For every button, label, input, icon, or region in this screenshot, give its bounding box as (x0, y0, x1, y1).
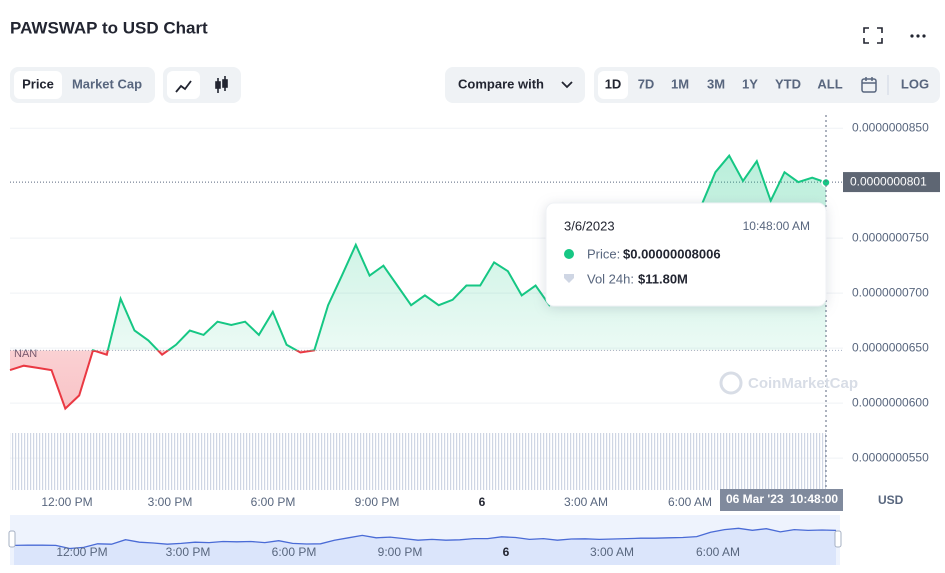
tooltip-date: 3/6/2023 (564, 218, 615, 233)
tooltip-price-dot (564, 249, 574, 259)
watermark-logo (719, 371, 743, 395)
tooltip-price: $0.00000008006 (623, 246, 721, 261)
x-tick-label: 6:00 AM (668, 495, 712, 509)
y-tick-label: 0.0000000700 (852, 285, 929, 299)
y-tick-label: 0.0000000650 (852, 340, 929, 354)
navigator-handle[interactable] (8, 530, 16, 548)
current-price-label: 0.0000000801 (850, 174, 927, 188)
crosshair-date: 06 Mar '23 (726, 492, 784, 506)
area-down (10, 350, 315, 409)
navigator-tick-label: 6:00 AM (696, 545, 740, 559)
navigator-line (13, 527, 837, 550)
x-tick-label: 12:00 PM (41, 495, 92, 509)
x-tick-label: 3:00 PM (148, 495, 193, 509)
chart-type-active (167, 71, 200, 99)
tooltip-price-label: Price: (587, 246, 620, 261)
fullscreen-icon[interactable] (863, 27, 883, 44)
y-tick-label: 0.0000000600 (852, 395, 929, 409)
tooltip-box (545, 202, 827, 307)
navigator-tick-label: 12:00 PM (56, 545, 107, 559)
metric-tab[interactable]: Price (22, 76, 54, 91)
tooltip-time: 10:48:00 AM (743, 219, 810, 233)
range-tab-active (598, 71, 628, 99)
watermark: CoinMarketCap (748, 375, 858, 392)
range-tab-group (594, 67, 940, 103)
navigator-tick-label: 6:00 PM (272, 545, 317, 559)
navigator-area (14, 528, 836, 565)
more-icon[interactable] (910, 34, 926, 38)
volume-bars (10, 433, 826, 490)
tooltip: 3/6/2023 10:48:00 AM Price: $0.00000008006 V… (545, 202, 827, 307)
navigator-tick-label: 3:00 PM (166, 545, 211, 559)
range-tab[interactable]: 3M (707, 76, 725, 91)
chart-title: PAWSWAP to USD Chart (10, 18, 208, 37)
y-tick-label: 0.0000000750 (852, 230, 929, 244)
current-price-tag (843, 172, 940, 193)
crosshair-time: 10:48:00 (790, 492, 838, 506)
compare-dropdown[interactable] (445, 67, 585, 103)
x-tick-label: 6:00 PM (251, 495, 296, 509)
line-chart-icon[interactable] (175, 80, 192, 93)
navigator-tick-label: 9:00 PM (378, 545, 423, 559)
tooltip-volume-label: Vol 24h: (587, 271, 634, 286)
range-tab[interactable]: 1Y (742, 76, 758, 91)
navigator-handle[interactable] (834, 530, 842, 548)
tooltip-volume-icon (564, 274, 574, 283)
x-tick-label: 6 (479, 495, 486, 509)
metric-tab[interactable]: Market Cap (72, 76, 142, 91)
crosshair-tag (720, 489, 843, 511)
y-tick-label: 0.0000000550 (852, 450, 929, 464)
x-tick-label: 9:00 PM (355, 495, 400, 509)
navigator-tick-label: 6 (503, 545, 510, 559)
x-tick-label: 3:00 AM (564, 495, 608, 509)
compare-label: Compare with (458, 76, 544, 91)
tooltip-volume: $11.80M (638, 271, 688, 286)
calendar-icon[interactable] (861, 77, 877, 93)
y-tick-label: 0.0000000850 (852, 120, 929, 134)
range-tab[interactable]: 1M (671, 76, 689, 91)
range-tab[interactable]: 7D (638, 76, 655, 91)
range-tab[interactable]: 1D (605, 76, 622, 91)
log-toggle[interactable]: LOG (901, 76, 929, 91)
metric-tab-active (14, 71, 62, 99)
range-tab[interactable]: YTD (775, 76, 801, 91)
navigator-tick-label: 3:00 AM (590, 545, 634, 559)
range-tab[interactable]: ALL (817, 76, 842, 91)
currency-label: USD (878, 493, 904, 507)
dropdown-chevron (561, 81, 573, 89)
candle-chart-icon[interactable] (215, 76, 228, 93)
